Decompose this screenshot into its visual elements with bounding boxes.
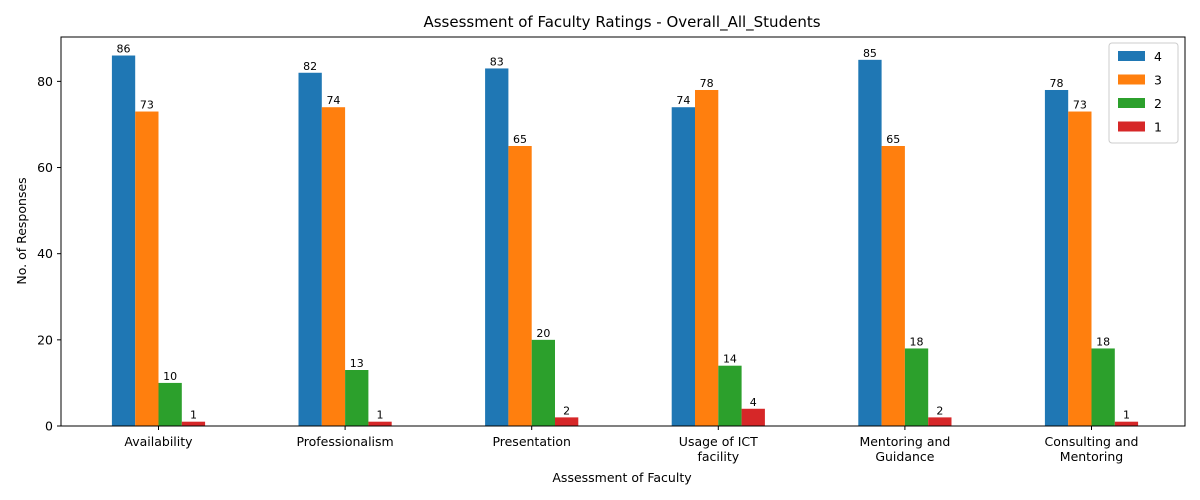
data-label: 13 <box>350 357 364 370</box>
x-tick-label-line: Professionalism <box>296 434 393 449</box>
data-label: 4 <box>750 396 757 409</box>
y-tick-label: 0 <box>45 419 53 434</box>
bar-series-3-5 <box>1068 111 1092 426</box>
x-tick-label: Availability <box>124 434 193 449</box>
bar-series-1-2 <box>555 417 579 426</box>
x-axis-label: Assessment of Faculty <box>552 470 692 485</box>
data-label: 86 <box>117 43 131 56</box>
bar-series-2-4 <box>904 348 929 426</box>
bar-series-3-4 <box>881 145 905 427</box>
legend-swatch-4 <box>1118 51 1145 61</box>
data-label: 83 <box>490 55 504 68</box>
x-tick-label-line: Consulting and <box>1045 434 1139 449</box>
data-label: 1 <box>1123 409 1130 422</box>
data-label: 14 <box>723 353 737 366</box>
data-label: 73 <box>140 99 154 112</box>
bar-series-4-2 <box>485 68 509 426</box>
data-label: 85 <box>863 47 877 60</box>
bar-series-2-1 <box>345 370 369 426</box>
legend: 4 3 2 1 <box>1108 42 1179 144</box>
bar-series-3-2 <box>508 145 532 427</box>
legend-label-3: 3 <box>1154 73 1162 88</box>
data-label: 65 <box>886 133 900 146</box>
bar-series-1-0 <box>181 421 206 426</box>
legend-label-4: 4 <box>1154 49 1162 64</box>
y-tick-label: 40 <box>37 246 53 261</box>
plot-frame <box>60 36 1186 427</box>
legend-box <box>1108 42 1179 144</box>
y-tick-label: 20 <box>37 332 53 347</box>
bar-series-3-0 <box>135 111 159 426</box>
legend-swatch-1 <box>1118 121 1145 132</box>
x-tick-label-line: Mentoring and <box>859 434 950 449</box>
data-label: 74 <box>676 94 690 107</box>
bar-series-1-3 <box>741 408 765 426</box>
bar-series-2-5 <box>1091 348 1115 426</box>
x-tick-label: Mentoring and Guidance <box>859 434 950 464</box>
chart-title: Assessment of Faculty Ratings - Overall_… <box>423 13 820 32</box>
legend-label-1: 1 <box>1154 120 1162 135</box>
bar-series-4-0 <box>111 55 136 427</box>
data-label: 78 <box>1050 77 1064 90</box>
bar-series-2-3 <box>718 365 742 426</box>
bar-series-2-0 <box>158 382 182 426</box>
data-label: 1 <box>190 409 197 422</box>
bar-series-3-1 <box>321 107 346 426</box>
data-label: 18 <box>910 335 924 348</box>
bar-series-4-3 <box>671 107 695 426</box>
bar-series-1-4 <box>928 417 952 426</box>
x-tick-label-line: Guidance <box>875 449 934 464</box>
bar-series-1-1 <box>368 421 392 426</box>
data-label: 78 <box>700 77 714 90</box>
x-tick-label-line: Presentation <box>492 434 571 449</box>
legend-swatch-2 <box>1118 98 1145 108</box>
data-label: 73 <box>1073 99 1087 112</box>
bar-series-1-5 <box>1114 421 1139 426</box>
x-tick-label-line: Mentoring <box>1060 449 1123 464</box>
data-label: 2 <box>563 404 570 417</box>
legend-swatch-3 <box>1118 74 1145 85</box>
x-tick-label: Professionalism <box>296 434 393 449</box>
x-tick-label: Consulting and Mentoring <box>1045 434 1139 464</box>
bar-series-3-3 <box>695 89 719 427</box>
data-label: 1 <box>377 409 384 422</box>
data-label: 74 <box>326 94 340 107</box>
legend-label-2: 2 <box>1154 96 1162 111</box>
bar-series-4-5 <box>1044 89 1069 427</box>
data-label: 2 <box>936 404 943 417</box>
data-label: 18 <box>1096 335 1110 348</box>
y-tick-label: 60 <box>37 160 53 175</box>
data-label: 82 <box>303 60 317 73</box>
data-label: 65 <box>513 133 527 146</box>
bar-series-2-2 <box>531 339 555 426</box>
x-tick-label: Usage of ICT facility <box>679 434 758 464</box>
y-axis-label: No. of Responses <box>14 177 29 284</box>
x-tick-label-line: Usage of ICT <box>679 434 758 449</box>
y-tick-label: 80 <box>37 74 53 89</box>
bar-series-4-4 <box>858 59 882 426</box>
x-tick-label: Presentation <box>492 434 571 449</box>
x-tick-label-line: facility <box>697 449 739 464</box>
x-tick-label-line: Availability <box>124 434 193 449</box>
bar-series-4-1 <box>298 72 322 426</box>
data-label: 10 <box>163 370 177 383</box>
data-label: 20 <box>536 327 550 340</box>
